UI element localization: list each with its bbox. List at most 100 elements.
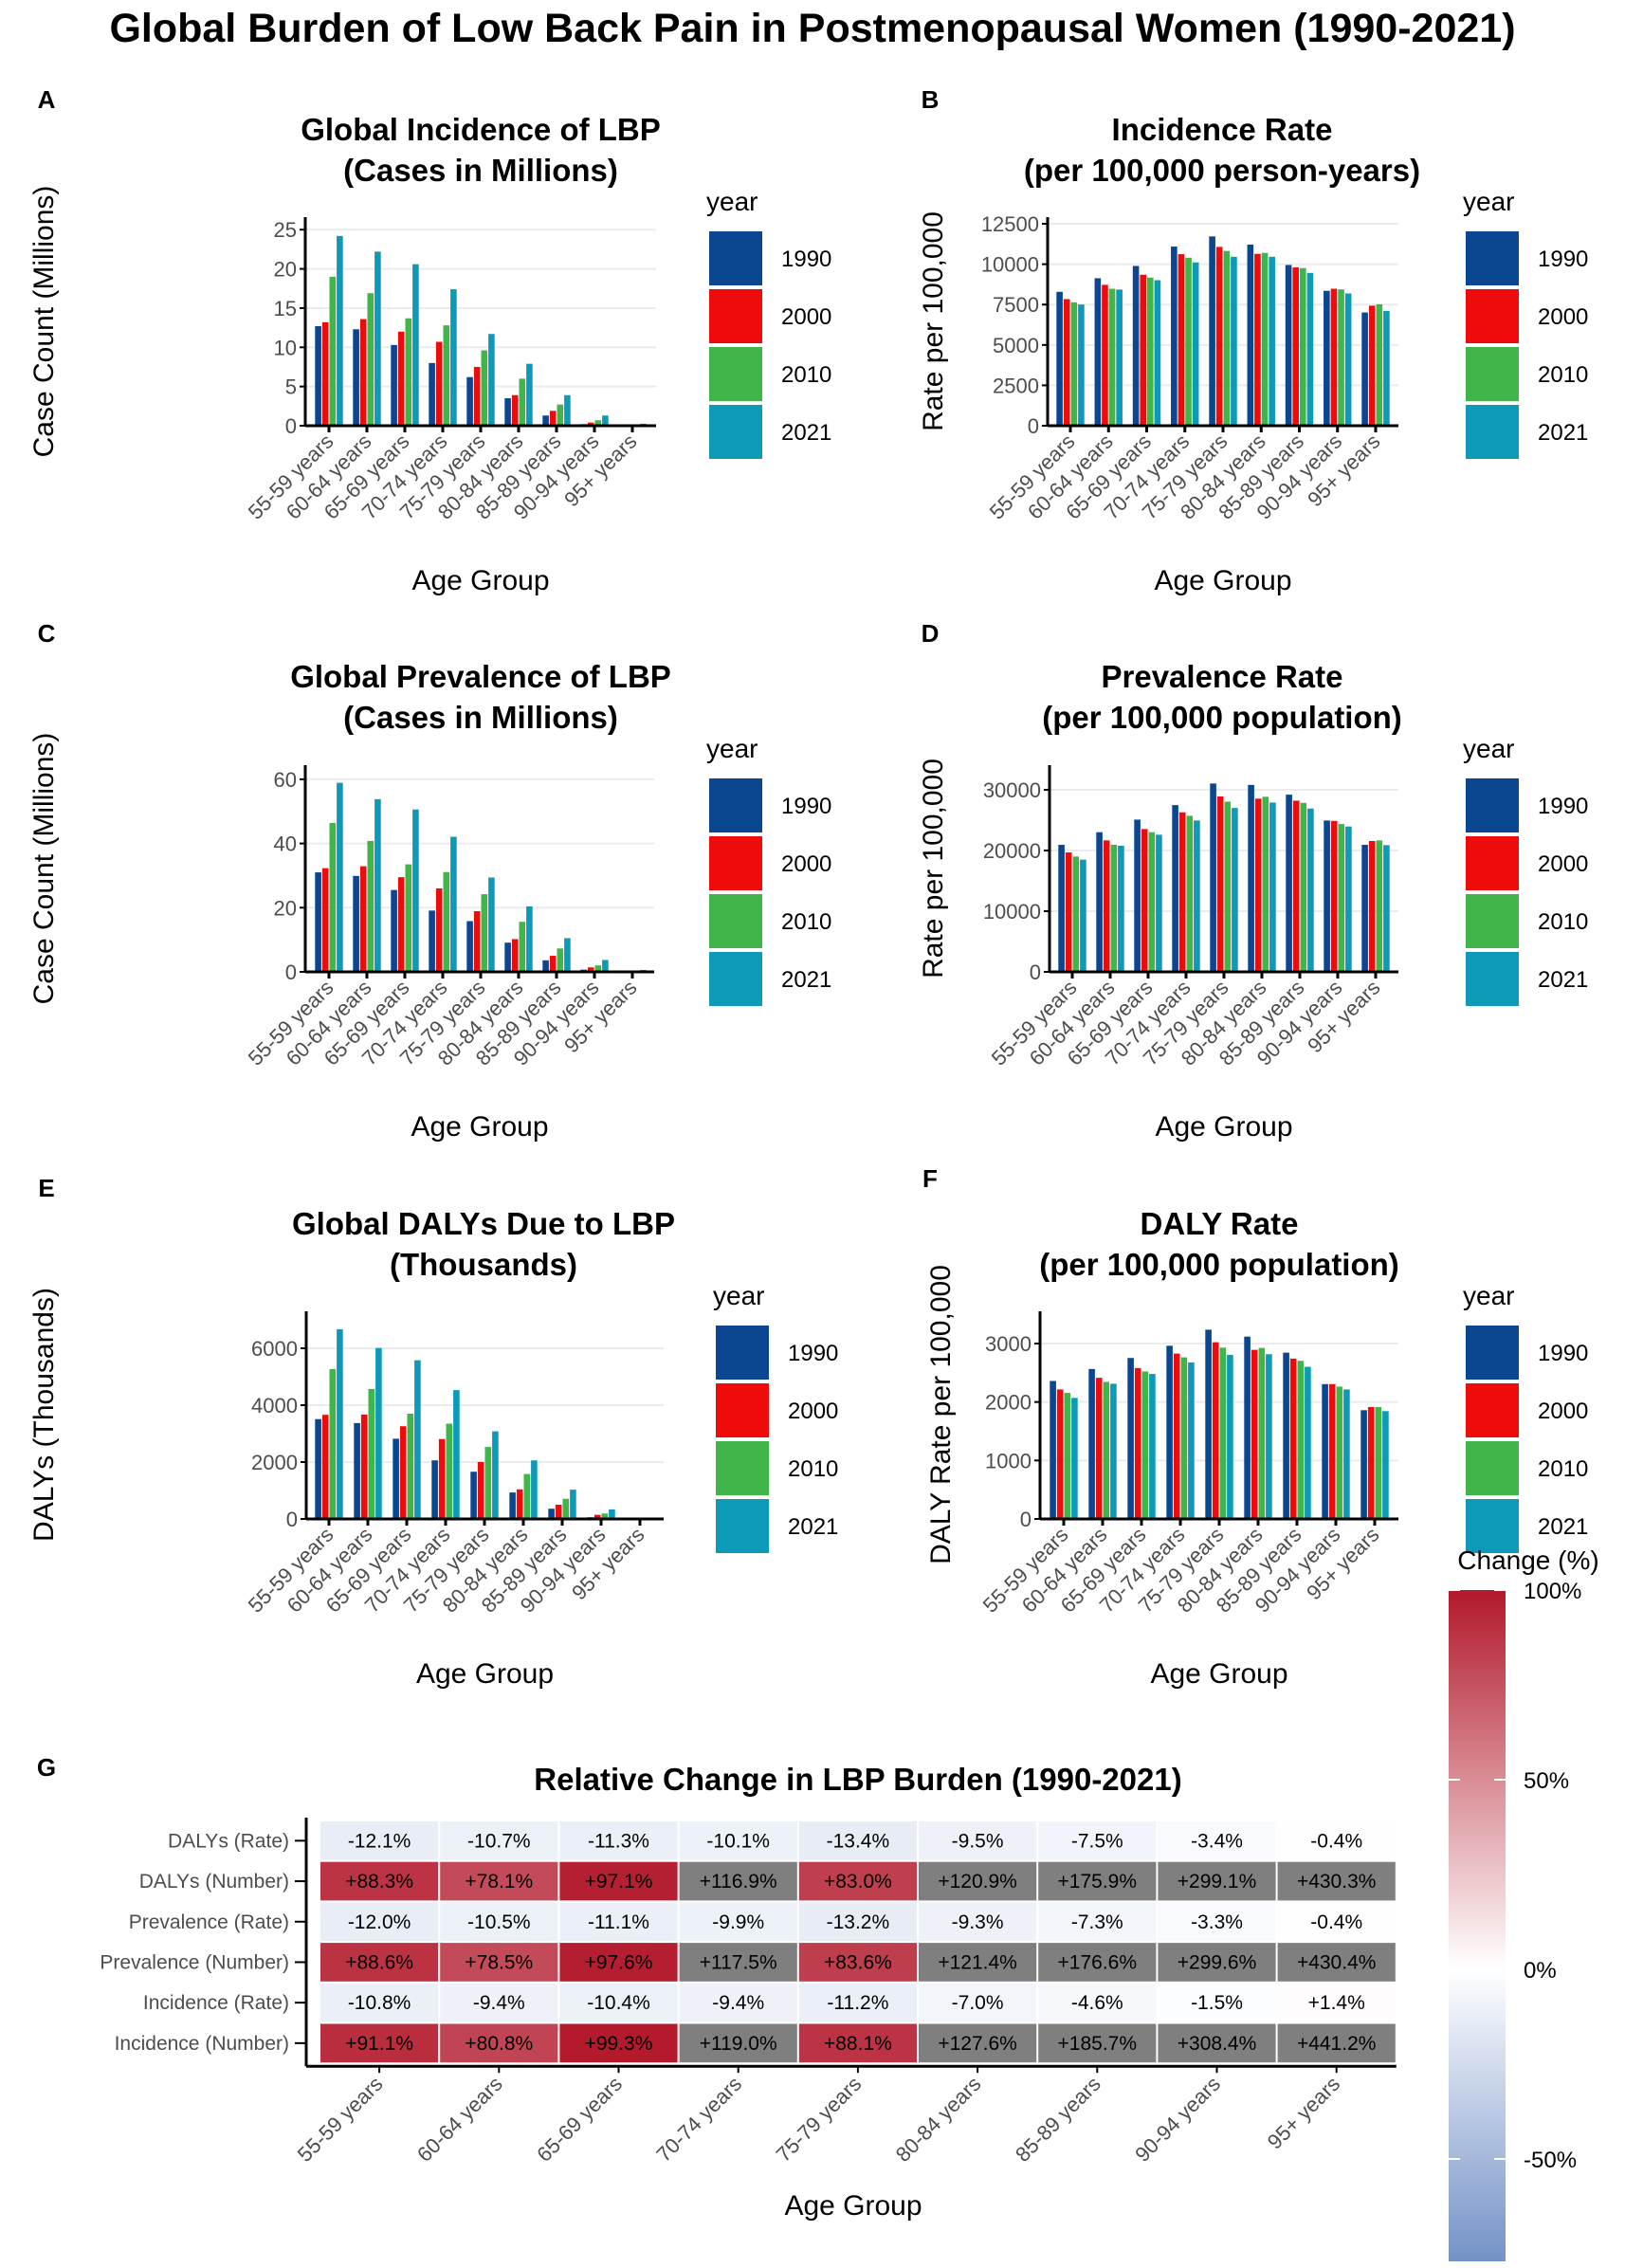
bar-2021-3 (1194, 820, 1200, 972)
legend-label: 2021 (1538, 967, 1588, 993)
heatmap-cell (679, 1983, 797, 2022)
x-tick-label: 95+ years (1263, 2072, 1344, 2153)
y-tick-label: 0 (285, 414, 297, 438)
y-tick-label: 0 (286, 1508, 298, 1531)
bar-2000-3 (1178, 812, 1186, 972)
bar-2010-6 (557, 404, 564, 426)
row-label: Prevalence (Number) (100, 1951, 289, 1973)
chart-title: DALY Rate (1141, 1206, 1299, 1241)
cell-label: +88.1% (824, 2033, 892, 2055)
bar-2000-1 (359, 319, 367, 426)
legend-label: 1990 (1538, 247, 1588, 272)
legend-label: 2021 (1538, 1514, 1588, 1540)
bar-2000-7 (1330, 288, 1338, 426)
heatmap-cell (1158, 1943, 1276, 1982)
bar-2010-5 (1261, 252, 1269, 426)
bar-2021-2 (1149, 1374, 1156, 1519)
bar-1990-2 (393, 1438, 399, 1519)
bar-1990-2 (391, 344, 397, 426)
bar-2021-2 (412, 809, 419, 972)
bar-2000-0 (321, 321, 329, 426)
panel-label: D (922, 619, 940, 648)
cell-label: -10.5% (467, 1911, 531, 1933)
y-tick-label: 0 (1020, 1508, 1032, 1531)
bar-2010-5 (519, 922, 526, 972)
chart-title: Global Prevalence of LBP (290, 659, 671, 694)
cell-label: +176.6% (1058, 1951, 1138, 1973)
heatmap-cell (559, 1821, 678, 1860)
bar-2010-7 (1338, 289, 1344, 426)
bar-2021-3 (1188, 1362, 1195, 1519)
legend-label: 2010 (1538, 909, 1588, 935)
bar-1990-4 (466, 921, 473, 972)
y-tick-label: 4000 (251, 1394, 298, 1418)
y-tick-label: 10000 (983, 900, 1041, 924)
chart-title: (per 100,000 population) (1039, 1247, 1399, 1282)
y-tick-label: 60 (274, 768, 297, 792)
bar-2000-3 (1178, 254, 1185, 426)
cell-label: -0.4% (1310, 1911, 1362, 1933)
cell-label: +1.4% (1308, 1992, 1365, 2014)
chart-title: (Cases in Millions) (343, 153, 618, 188)
bar-2010-5 (523, 1473, 531, 1519)
bar-2021-4 (492, 1431, 499, 1519)
bar-2010-1 (1110, 844, 1118, 972)
bar-2010-3 (1185, 257, 1192, 426)
bar-2021-0 (1078, 304, 1085, 426)
bar-2010-1 (1103, 1381, 1110, 1519)
bar-2010-0 (1070, 302, 1078, 426)
heatmap-cell (1038, 2023, 1157, 2063)
bar-1990-5 (504, 942, 511, 972)
bar-2000-0 (321, 1415, 329, 1519)
y-axis-title: Rate per 100,000 (918, 759, 949, 979)
bar-2010-4 (1219, 1347, 1227, 1519)
bar-2021-1 (374, 798, 381, 972)
bar-2010-0 (1064, 1393, 1071, 1519)
x-axis-title: Age Group (416, 1658, 554, 1690)
y-tick-label: 7500 (993, 293, 1039, 317)
panel-label: G (37, 1753, 56, 1782)
chart-title: Relative Change in LBP Burden (1990-2021… (534, 1762, 1181, 1797)
bar-2000-3 (438, 1438, 446, 1519)
heatmap-cell (440, 1983, 558, 2022)
bar-2021-4 (1227, 1354, 1233, 1519)
bar-2021-1 (1118, 845, 1124, 972)
heatmap-cell (440, 1861, 558, 1901)
legend: year 1990 2000 2010 2021 (1463, 1281, 1588, 1553)
bar-2000-7 (1328, 1383, 1336, 1519)
y-tick-label: 20000 (983, 839, 1041, 863)
x-tick-label: 85-89 years (1011, 2072, 1105, 2167)
bar-2000-2 (399, 1426, 407, 1519)
bar-1990-3 (1172, 805, 1178, 972)
bar-2000-6 (1292, 267, 1299, 426)
legend-title: year (706, 734, 758, 763)
chart-title: Global DALYs Due to LBP (292, 1206, 675, 1241)
bar-2000-4 (473, 911, 481, 972)
bar-2021-6 (564, 938, 571, 972)
panel-e: E Global DALYs Due to LBP (Thousands) 0 2000… (28, 1174, 838, 1690)
legend-label: 2000 (1538, 1399, 1588, 1424)
bar-2000-7 (593, 1514, 601, 1519)
bar-2021-0 (1071, 1398, 1078, 1519)
legend-label: 2010 (1538, 362, 1588, 388)
heatmap-cell (1038, 1983, 1157, 2022)
bar-1990-8 (1361, 312, 1368, 426)
bar-1990-7 (1324, 290, 1330, 426)
bar-2010-5 (519, 378, 526, 426)
legend-swatch-2010 (709, 347, 762, 401)
bar-2021-5 (526, 905, 533, 972)
bar-2021-4 (488, 877, 495, 972)
heatmap-cell (1277, 1861, 1396, 1901)
legend-swatch-1990 (709, 778, 762, 832)
bar-1990-0 (315, 1418, 321, 1519)
y-tick-label: 3000 (985, 1332, 1032, 1356)
legend-label: 2000 (781, 304, 831, 330)
cell-label: +117.5% (700, 1951, 777, 1973)
legend-swatch-2010 (716, 1441, 769, 1495)
bar-1990-2 (1132, 265, 1140, 426)
bar-1990-3 (429, 910, 435, 972)
legend: year 1990 2000 2010 2021 (1463, 734, 1588, 1006)
bar-1990-4 (466, 376, 473, 426)
bar-1990-1 (354, 1422, 360, 1519)
bar-2010-1 (367, 840, 374, 972)
